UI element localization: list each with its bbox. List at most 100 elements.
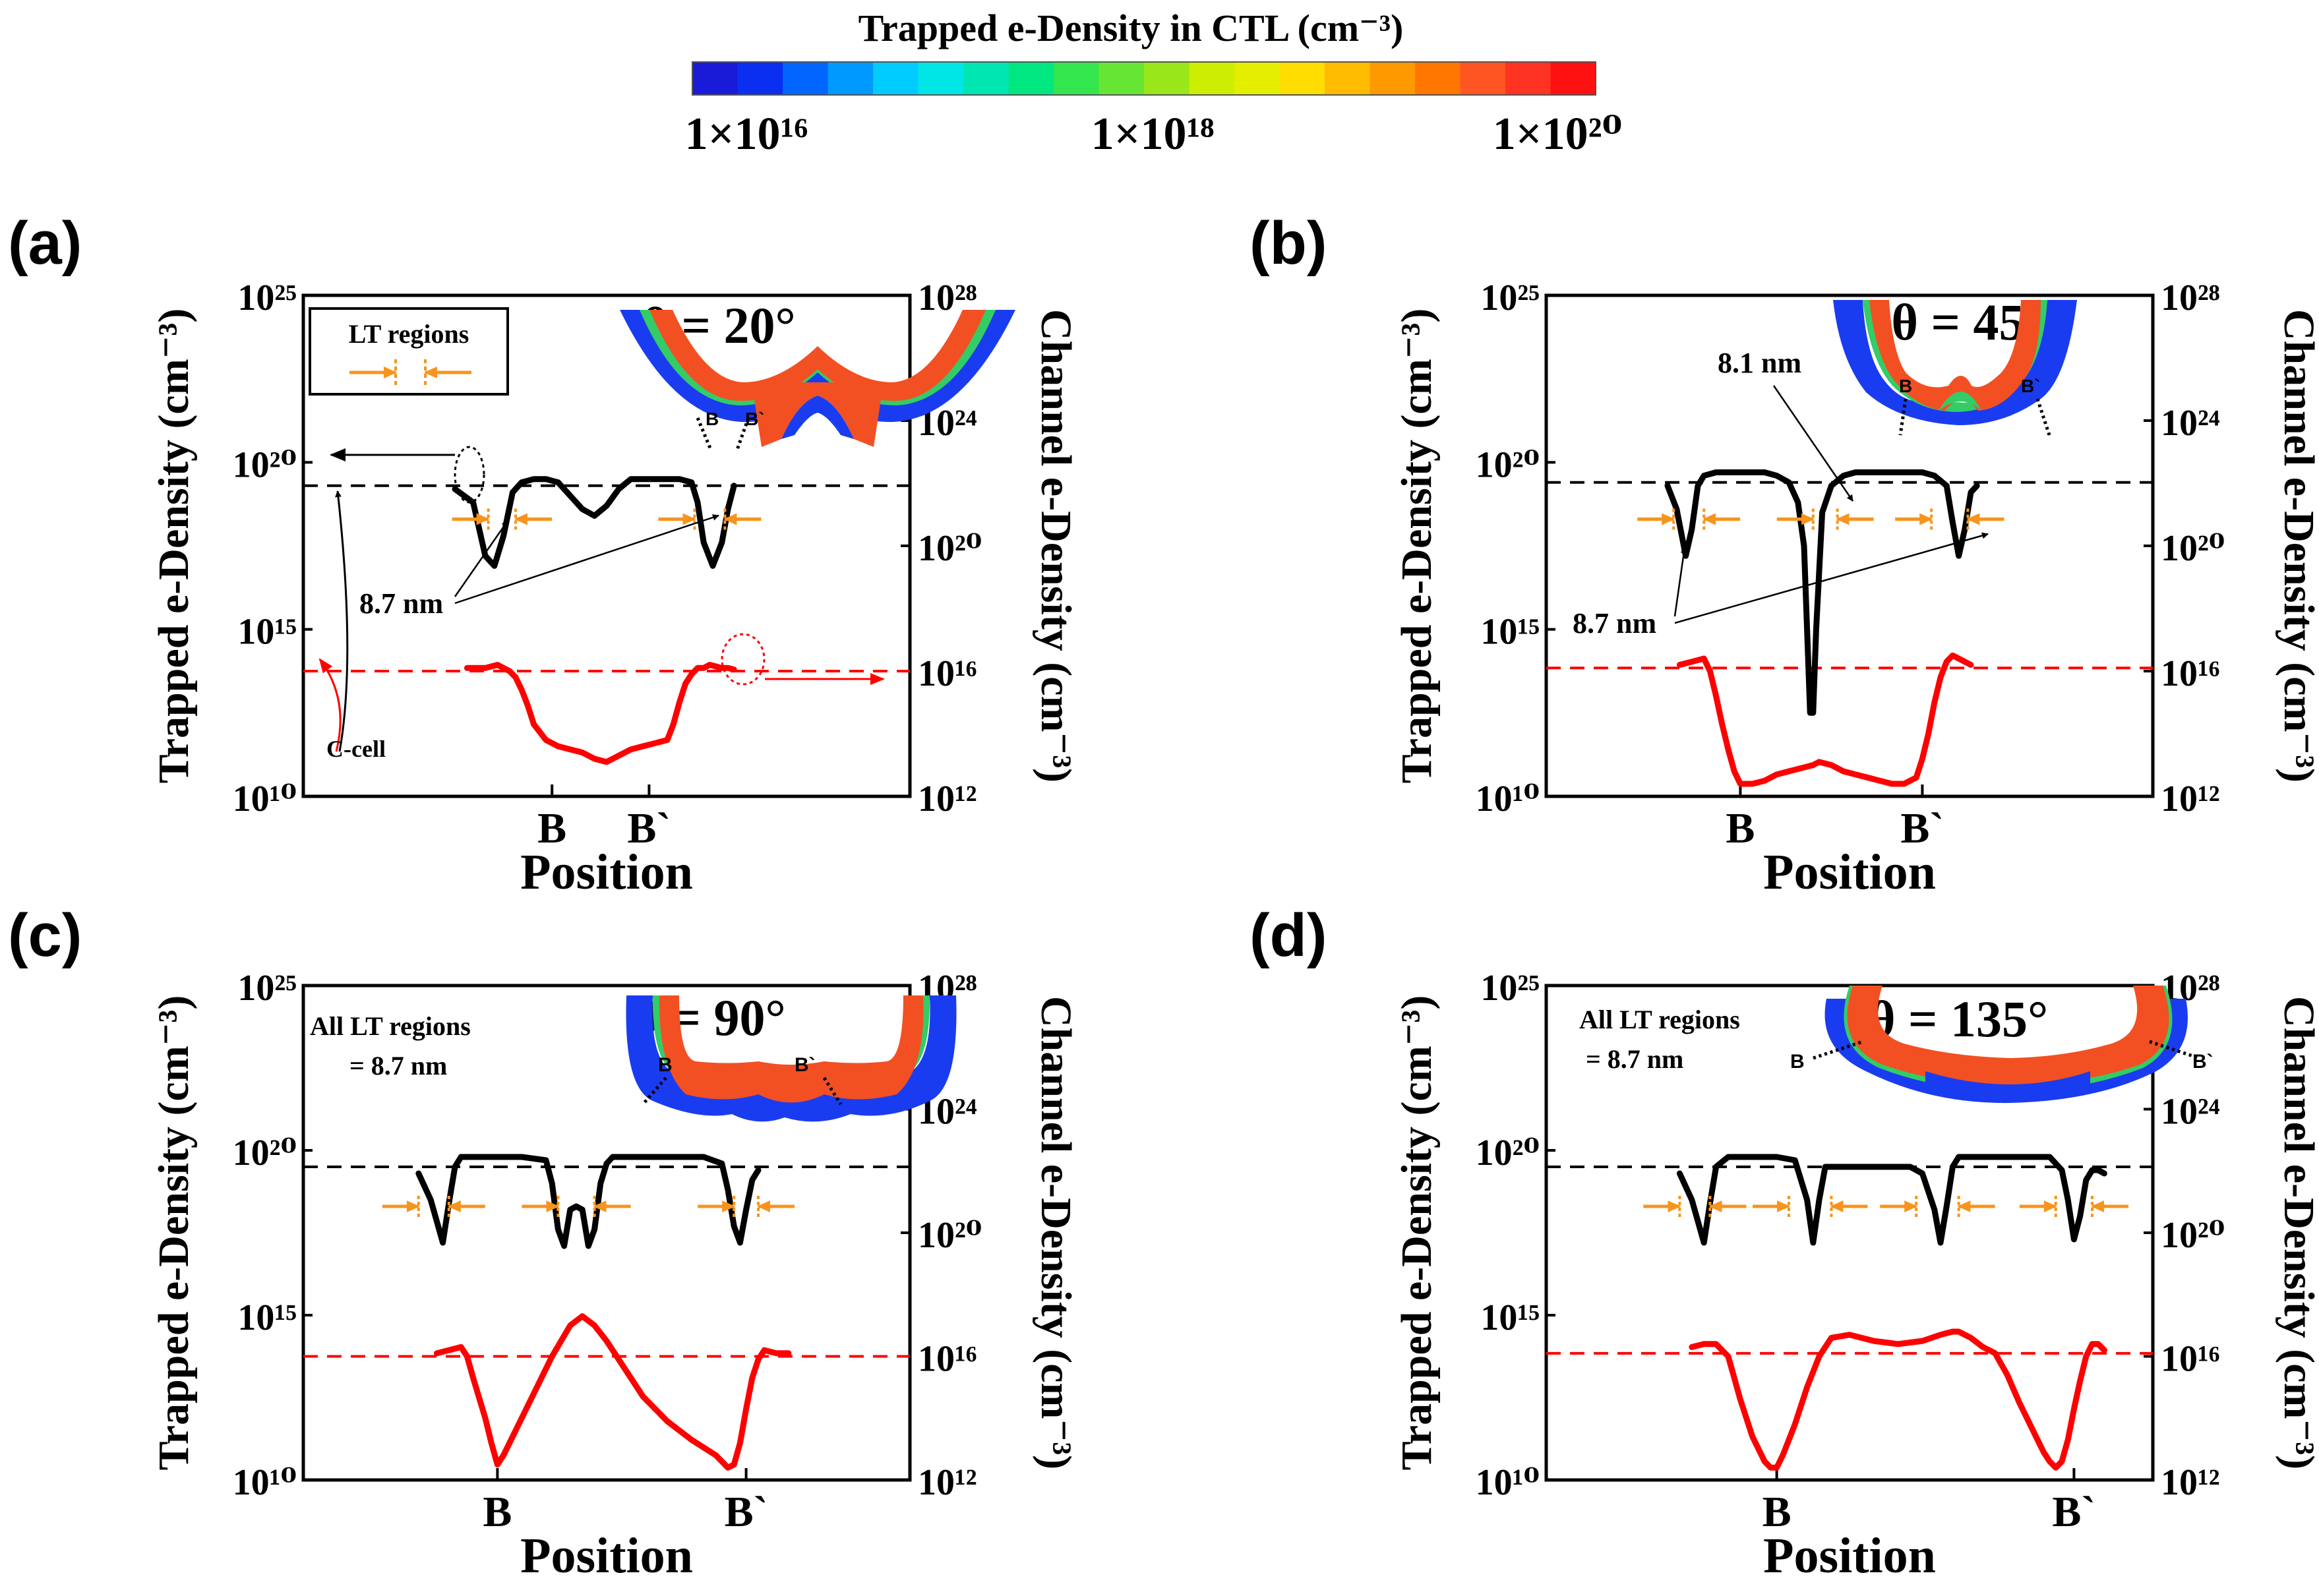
left-axis-tick-label: 10²⁰ [233,1133,297,1173]
highlight-ellipse-red [721,633,766,686]
colorbar-swatch [1505,62,1551,95]
left-axis-tick-label: 10¹⁵ [237,1297,297,1338]
colorbar-swatch [1099,62,1145,95]
right-axis-tick-label: 10²⁴ [2161,1092,2220,1133]
c-cell-pointer-black [335,490,349,752]
left-axis-tick-label: 10¹⁵ [1480,1297,1540,1338]
left-axis-title: Trapped e-Density (cm⁻³) [1393,995,1441,1471]
right-axis-tick-label: 10²⁴ [2161,403,2220,444]
colorbar-swatch [1008,62,1054,95]
channel-density-line [464,662,737,765]
left-axis-tick-label: 10²⁰ [1476,1133,1540,1173]
colorbar-title: Trapped e-Density in CTL (cm⁻³) [858,7,1404,49]
channel-density-line [1676,652,1974,787]
right-axis-tick-label: 10¹² [918,1462,977,1503]
inset-label-b-prime: B` [795,1054,816,1076]
x-axis-title: Position [520,844,693,900]
inset-label-b-prime: B` [2021,376,2041,396]
colorbar-label-max: 1×10²⁰ [1493,109,1623,160]
left-axis-tick-label: 10¹⁰ [233,779,297,819]
left-axis-tick-label: 10²⁵ [1480,968,1540,1009]
c-cell-pointer-red [318,658,342,752]
theta-label: θ = 135° [1869,990,2048,1048]
right-axis-title: Channel e-Density (cm⁻³) [2275,996,2319,1469]
trapped-density-line [1676,1154,2107,1246]
left-axis-title: Trapped e-Density (cm⁻³) [150,309,198,784]
inset-label-b: B [658,1054,673,1076]
x-axis-tick-label: B [1726,804,1755,852]
left-axis-tick-label: 10¹⁵ [1480,612,1540,653]
left-axis-title: Trapped e-Density (cm⁻³) [1393,309,1441,784]
left-axis-tick-label: 10²⁵ [237,278,297,318]
right-axis-tick-label: 10²⁰ [918,1215,982,1256]
x-axis-title: Position [1763,1528,1936,1583]
panel-a-legend: LT regions [309,307,509,396]
colorbar-swatch [1325,62,1371,95]
measure-label-b-1: 8.1 nm [1718,347,1801,379]
lt-note-d-line1: All LT regions [1579,1005,1740,1034]
lt-legend-box [309,307,509,396]
right-axis-tick-label: 10¹⁶ [918,1339,977,1380]
colorbar-swatch [1234,62,1280,95]
channel-density-line [1689,1328,2107,1471]
colorbar-label-min: 1×10¹⁶ [685,109,808,160]
x-axis-tick-label: B` [1900,804,1944,852]
right-axis-tick-label: 10¹² [2161,779,2220,819]
measure-label-b-2: 8.7 nm [1573,607,1656,639]
colorbar-swatch [1144,62,1190,95]
right-axis-tick-label: 10²⁸ [2161,278,2220,318]
colorbar-swatch [1550,62,1596,95]
right-axis-tick-label: 10¹⁶ [2161,653,2220,694]
colorbar-swatch [1279,62,1325,95]
x-axis-title: Position [520,1528,693,1583]
colorbar-swatch [1054,62,1100,95]
colorbar-frame [692,61,1596,96]
measure-label-a: 8.7 nm [359,587,443,620]
trapped-density-line [452,476,737,569]
right-axis-tick-label: 10²⁰ [2161,528,2225,569]
inset-label-b-prime: B` [2192,1051,2214,1073]
left-axis-tick-label: 10²⁵ [237,968,297,1009]
colorbar-swatch [918,62,964,95]
inset-label-b: B [706,409,719,429]
colorbar-swatch [737,62,783,95]
trapped-density-line [1664,469,1980,716]
left-axis-tick-label: 10²⁰ [1476,444,1540,485]
right-axis-tick-label: 10²⁰ [918,528,982,569]
lt-legend-title: LT regions [349,319,469,349]
highlight-ellipse-black [454,446,485,504]
left-axis-title: Trapped e-Density (cm⁻³) [150,995,198,1471]
left-axis-tick-label: 10²⁰ [233,444,297,485]
x-axis-tick-label: B [1762,1488,1792,1536]
plot-frame [1544,293,2155,798]
right-axis-tick-label: 10¹⁶ [2161,1339,2220,1380]
panel-c: (c) 10¹⁰10¹⁵10²⁰10²⁵10¹²10¹⁶10²⁰10²⁴10²⁸… [8,902,1080,1583]
right-axis-tick-label: 10¹² [2161,1462,2220,1503]
lt-note-c-line2: = 8.7 nm [349,1051,447,1080]
panel-label-c: (c) [8,902,82,969]
x-axis-tick-label: B [483,1488,512,1536]
colorbar-swatch [1370,62,1416,95]
x-axis-tick-label: B` [725,1488,768,1536]
panel-label-b: (b) [1250,210,1327,277]
x-axis-tick-label: B` [2052,1488,2095,1536]
left-axis-tick-label: 10¹⁰ [1476,779,1540,819]
panel-a: (a) 10¹⁰10¹⁵10²⁰10²⁵10¹²10¹⁶10²⁰10²⁴10²⁸… [8,210,1080,900]
colorbar-swatch [873,62,919,95]
channel-density-line [433,1313,792,1471]
colorbar: Trapped e-Density in CTL (cm⁻³) 1×10¹⁶ 1… [685,7,1623,160]
right-axis-title: Channel e-Density (cm⁻³) [2275,309,2319,783]
colorbar-swatch [828,62,874,95]
panel-d: (d) 10¹⁰10¹⁵10²⁰10²⁵10¹²10¹⁶10²⁰10²⁴10²⁸… [1250,902,2319,1583]
left-axis-tick-label: 10¹⁰ [233,1462,297,1503]
left-axis-tick-label: 10¹⁰ [1476,1462,1540,1503]
c-cell-label: C-cell [326,736,386,762]
right-axis-tick-label: 10¹⁶ [918,653,977,694]
right-axis-title: Channel e-Density (cm⁻³) [1032,996,1080,1469]
inset-label-b: B [1790,1051,1805,1073]
left-axis-tick-label: 10²⁵ [1480,278,1540,318]
